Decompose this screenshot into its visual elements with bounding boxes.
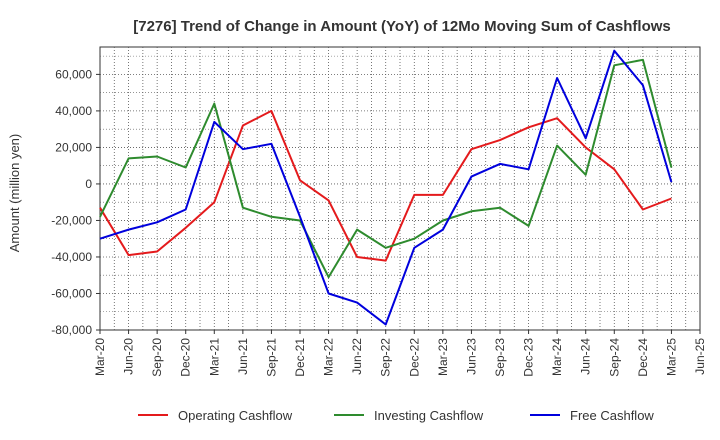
x-tick-label: Jun-25 (693, 338, 707, 375)
x-tick-label: Jun-23 (464, 338, 478, 375)
y-tick-label: -20,000 (51, 213, 92, 227)
free-cashflow-legend-label: Free Cashflow (570, 408, 654, 423)
y-tick-label: 60,000 (55, 67, 92, 81)
series-lines (99, 49, 673, 326)
y-tick-label: -40,000 (51, 250, 92, 264)
x-tick-label: Sep-21 (264, 338, 278, 377)
x-tick-label: Dec-22 (407, 338, 421, 377)
x-tick-label: Mar-23 (436, 338, 450, 376)
x-tick-label: Mar-21 (207, 338, 221, 376)
x-tick-label: Mar-20 (93, 338, 107, 376)
x-tick-label: Sep-23 (493, 338, 507, 377)
x-tick-label: Jun-22 (350, 338, 364, 375)
x-tick-label: Sep-20 (150, 338, 164, 377)
x-axis-ticks: Mar-20 Jun-20 Sep-20 Dec-20 Mar-21 Jun-21 Sep-… (93, 330, 707, 377)
x-tick-label: Dec-20 (179, 338, 193, 377)
x-tick-label: Jun-21 (236, 338, 250, 375)
x-tick-label: Sep-22 (379, 338, 393, 377)
x-tick-label: Jun-20 (122, 338, 136, 375)
x-tick-label: Dec-21 (293, 338, 307, 377)
y-axis-label: Amount (million yen) (7, 134, 22, 253)
y-tick-label: 0 (85, 177, 92, 191)
y-axis-ticks: 60,000 40,000 20,000 0 -20,000 -40,000 -60,000… (51, 67, 100, 337)
free-cashflow-line (99, 49, 673, 326)
x-tick-label: Mar-24 (550, 338, 564, 376)
investing-cashflow-line (99, 58, 673, 279)
investing-cashflow-legend-label: Investing Cashflow (374, 408, 484, 423)
y-tick-label: -60,000 (51, 286, 92, 300)
x-tick-label: Mar-22 (322, 338, 336, 376)
operating-cashflow-legend-label: Operating Cashflow (178, 408, 293, 423)
operating-cashflow-line (99, 109, 672, 262)
y-tick-label: 20,000 (55, 140, 92, 154)
y-tick-label: 40,000 (55, 104, 92, 118)
x-tick-label: Sep-24 (607, 338, 621, 377)
x-tick-label: Dec-23 (522, 338, 536, 377)
chart-title: [7276] Trend of Change in Amount (YoY) o… (133, 18, 671, 35)
x-tick-label: Jun-24 (579, 338, 593, 375)
x-tick-label: Mar-25 (664, 338, 678, 376)
legend: Operating Cashflow Investing Cashflow Free… (138, 408, 654, 423)
x-tick-label: Dec-24 (636, 338, 650, 377)
y-tick-label: -80,000 (51, 323, 92, 337)
